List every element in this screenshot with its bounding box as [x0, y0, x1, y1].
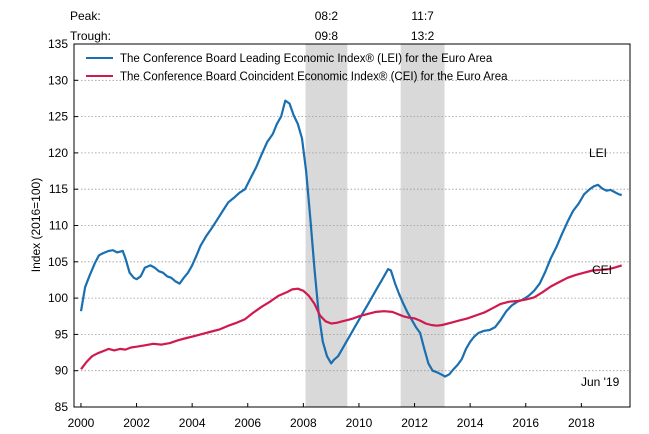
y-axis-ticks: 85 90 95 100 105 110 115 120 125 130 135	[48, 37, 78, 414]
x-tick-label-2000: 2000	[68, 416, 95, 430]
peak-date-0: 08:2	[315, 9, 339, 23]
trough-date-1: 13:2	[411, 29, 435, 43]
x-tick-label-2012: 2012	[401, 416, 428, 430]
legend-label-cei: The Conference Board Coincident Economic…	[120, 71, 508, 83]
x-tick-label-2006: 2006	[234, 416, 261, 430]
y-tick-label-125: 125	[48, 110, 68, 124]
y-tick-label-120: 120	[48, 146, 68, 160]
y-tick-label-95: 95	[55, 327, 69, 341]
y-tick-label-85: 85	[55, 400, 69, 414]
annotation-cei: CEI	[592, 263, 612, 277]
gridlines	[74, 79, 630, 372]
x-tick-label-2018: 2018	[568, 416, 595, 430]
x-tick-label-2002: 2002	[123, 416, 150, 430]
y-tick-label-130: 130	[48, 73, 68, 87]
recession-dates: 08:2 09:8 11:7 13:2	[315, 9, 435, 43]
annotation-date: Jun '19	[581, 375, 620, 389]
y-tick-label-115: 115	[49, 182, 68, 196]
series-lines	[79, 99, 623, 378]
y-tick-label-105: 105	[48, 255, 68, 269]
trough-date-0: 09:8	[315, 29, 339, 43]
x-tick-label-2016: 2016	[512, 416, 539, 430]
annotation-lei: LEI	[589, 146, 607, 160]
x-tick-label-2004: 2004	[179, 416, 206, 430]
peak-label: Peak:	[70, 9, 101, 23]
y-tick-label-135: 135	[48, 37, 68, 51]
series-line-lei	[79, 99, 622, 378]
legend: The Conference Board Leading Economic In…	[86, 53, 508, 83]
peak-date-1: 11:7	[411, 9, 434, 23]
x-tick-label-2008: 2008	[290, 416, 317, 430]
x-tick-label-2010: 2010	[346, 416, 373, 430]
x-axis-ticks: 2000 2002 2004 2006 2008 2010 2012 2014 2016 2018	[68, 403, 595, 430]
y-tick-label-110: 110	[49, 219, 68, 233]
legend-label-lei: The Conference Board Leading Economic In…	[120, 53, 493, 65]
x-tick-label-2014: 2014	[457, 416, 484, 430]
y-tick-label-90: 90	[55, 364, 69, 378]
trough-label: Trough:	[70, 29, 111, 43]
y-axis-label: Index (2016=100)	[29, 178, 43, 272]
series-line-cei	[80, 264, 623, 370]
y-tick-label-100: 100	[48, 291, 68, 305]
